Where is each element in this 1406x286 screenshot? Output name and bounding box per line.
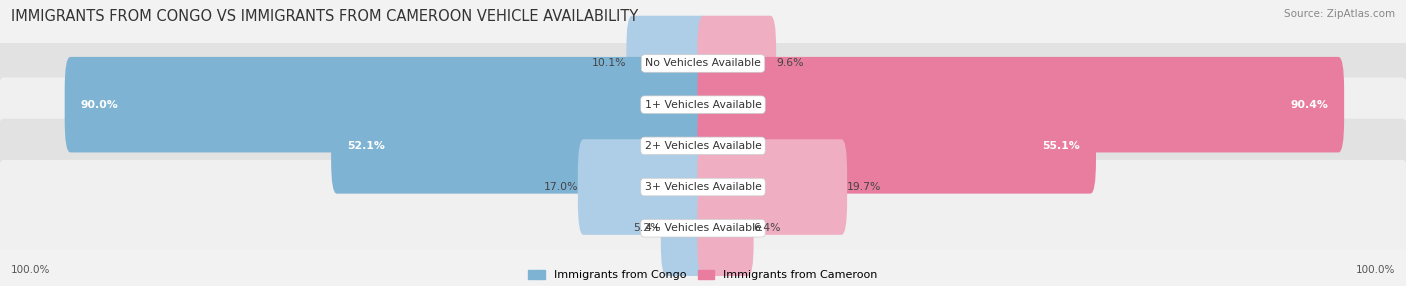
FancyBboxPatch shape bbox=[697, 16, 776, 111]
Text: 9.6%: 9.6% bbox=[776, 59, 804, 68]
FancyBboxPatch shape bbox=[0, 160, 1406, 286]
Text: 2+ Vehicles Available: 2+ Vehicles Available bbox=[644, 141, 762, 151]
Text: 52.1%: 52.1% bbox=[347, 141, 385, 151]
Text: 17.0%: 17.0% bbox=[543, 182, 578, 192]
FancyBboxPatch shape bbox=[578, 139, 709, 235]
Text: 19.7%: 19.7% bbox=[846, 182, 882, 192]
FancyBboxPatch shape bbox=[697, 98, 1097, 194]
Text: 6.4%: 6.4% bbox=[754, 223, 782, 233]
Text: 4+ Vehicles Available: 4+ Vehicles Available bbox=[644, 223, 762, 233]
Text: IMMIGRANTS FROM CONGO VS IMMIGRANTS FROM CAMEROON VEHICLE AVAILABILITY: IMMIGRANTS FROM CONGO VS IMMIGRANTS FROM… bbox=[11, 9, 638, 23]
Legend: Immigrants from Congo, Immigrants from Cameroon: Immigrants from Congo, Immigrants from C… bbox=[529, 270, 877, 281]
FancyBboxPatch shape bbox=[0, 36, 1406, 173]
FancyBboxPatch shape bbox=[65, 57, 709, 152]
FancyBboxPatch shape bbox=[332, 98, 709, 194]
FancyBboxPatch shape bbox=[0, 119, 1406, 255]
Text: 3+ Vehicles Available: 3+ Vehicles Available bbox=[644, 182, 762, 192]
FancyBboxPatch shape bbox=[697, 139, 846, 235]
Text: 10.1%: 10.1% bbox=[592, 59, 627, 68]
Text: 5.2%: 5.2% bbox=[633, 223, 661, 233]
Text: 90.0%: 90.0% bbox=[82, 100, 118, 110]
Text: 55.1%: 55.1% bbox=[1042, 141, 1080, 151]
FancyBboxPatch shape bbox=[661, 180, 709, 276]
Text: 90.4%: 90.4% bbox=[1291, 100, 1329, 110]
Text: 100.0%: 100.0% bbox=[11, 265, 51, 275]
Text: 1+ Vehicles Available: 1+ Vehicles Available bbox=[644, 100, 762, 110]
FancyBboxPatch shape bbox=[697, 180, 754, 276]
FancyBboxPatch shape bbox=[0, 78, 1406, 214]
FancyBboxPatch shape bbox=[697, 57, 1344, 152]
Text: Source: ZipAtlas.com: Source: ZipAtlas.com bbox=[1284, 9, 1395, 19]
Text: No Vehicles Available: No Vehicles Available bbox=[645, 59, 761, 68]
FancyBboxPatch shape bbox=[0, 0, 1406, 132]
Text: 100.0%: 100.0% bbox=[1355, 265, 1395, 275]
FancyBboxPatch shape bbox=[627, 16, 709, 111]
